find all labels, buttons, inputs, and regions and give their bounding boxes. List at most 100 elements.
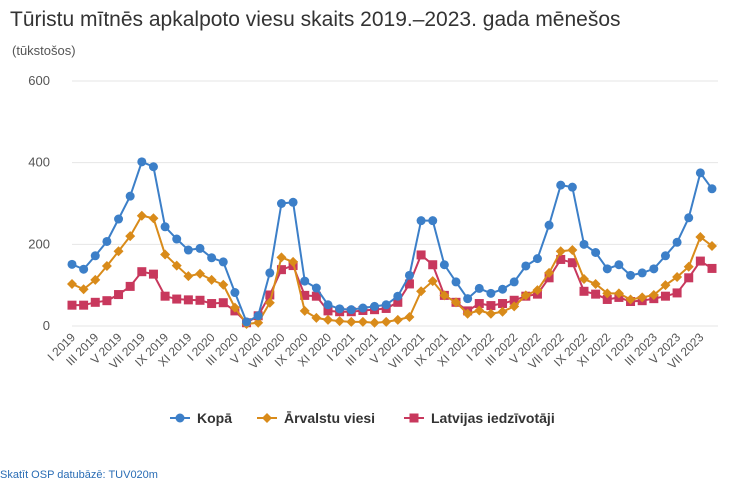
data-point[interactable] [90, 251, 100, 261]
data-point[interactable] [242, 317, 252, 327]
data-point[interactable] [78, 284, 89, 295]
data-point[interactable] [67, 300, 77, 310]
data-point[interactable] [660, 280, 671, 291]
data-point[interactable] [416, 286, 427, 297]
data-point[interactable] [206, 274, 217, 285]
data-point[interactable] [532, 285, 543, 296]
data-point[interactable] [683, 261, 694, 272]
data-point[interactable] [265, 290, 275, 300]
data-point[interactable] [323, 300, 333, 310]
data-point[interactable] [648, 289, 659, 300]
data-point[interactable] [346, 316, 357, 327]
data-point[interactable] [114, 290, 124, 300]
data-point[interactable] [649, 264, 659, 274]
data-point[interactable] [451, 277, 461, 287]
data-point[interactable] [590, 278, 601, 289]
data-point[interactable] [695, 256, 705, 266]
data-point[interactable] [79, 300, 89, 310]
data-point[interactable] [370, 301, 380, 311]
data-point[interactable] [463, 294, 473, 304]
data-point[interactable] [567, 182, 577, 192]
data-point[interactable] [404, 279, 414, 289]
data-point[interactable] [276, 199, 286, 208]
data-point[interactable] [253, 311, 263, 321]
data-point[interactable] [695, 231, 706, 242]
data-point[interactable] [637, 292, 648, 303]
data-point[interactable] [172, 294, 182, 304]
data-point[interactable] [381, 316, 392, 327]
data-point[interactable] [485, 308, 496, 319]
data-point[interactable] [509, 277, 519, 287]
data-point[interactable] [707, 184, 717, 194]
data-point[interactable] [532, 254, 542, 264]
data-point[interactable] [591, 289, 601, 299]
data-point[interactable] [474, 305, 485, 316]
data-point[interactable] [172, 234, 182, 244]
source-link[interactable]: Skatīt OSP datubāzē: TUV020m [0, 469, 158, 481]
data-point[interactable] [567, 258, 577, 268]
data-point[interactable] [218, 279, 229, 290]
data-point[interactable] [90, 274, 101, 285]
data-point[interactable] [509, 295, 519, 305]
data-point[interactable] [579, 239, 589, 249]
data-point[interactable] [346, 305, 356, 315]
data-point[interactable] [230, 288, 240, 298]
legend-item-kopa[interactable]: Kopā [170, 410, 232, 426]
data-point[interactable] [253, 317, 264, 328]
data-point[interactable] [358, 303, 368, 313]
data-point[interactable] [288, 197, 298, 207]
data-point[interactable] [102, 236, 112, 246]
data-point[interactable] [672, 288, 682, 298]
data-point[interactable] [672, 237, 682, 247]
data-point[interactable] [579, 286, 589, 296]
data-point[interactable] [404, 270, 414, 280]
data-point[interactable] [602, 288, 613, 299]
data-point[interactable] [498, 299, 508, 309]
data-point[interactable] [602, 294, 612, 304]
data-point[interactable] [393, 291, 403, 301]
data-point[interactable] [555, 246, 566, 257]
data-point[interactable] [684, 273, 694, 283]
data-point[interactable] [357, 316, 368, 327]
legend-item-arvalstu-viesi[interactable]: Ārvalstu viesi [257, 410, 375, 426]
data-point[interactable] [218, 257, 228, 267]
data-point[interactable] [67, 278, 77, 289]
data-point[interactable] [276, 265, 286, 275]
data-point[interactable] [660, 291, 670, 301]
data-point[interactable] [660, 251, 670, 261]
data-point[interactable] [428, 216, 438, 226]
data-point[interactable] [125, 231, 136, 242]
data-point[interactable] [474, 299, 484, 309]
data-point[interactable] [195, 268, 205, 279]
data-point[interactable] [486, 288, 496, 298]
data-point[interactable] [195, 295, 205, 305]
data-point[interactable] [323, 314, 333, 325]
data-point[interactable] [300, 276, 310, 286]
data-point[interactable] [684, 213, 694, 223]
data-point[interactable] [288, 256, 299, 267]
legend-marker[interactable] [262, 413, 272, 423]
data-point[interactable] [183, 295, 193, 305]
legend-item-latvijas-iedzivotaji[interactable]: Latvijas iedzīvotāji [404, 410, 555, 426]
data-point[interactable] [229, 302, 240, 313]
data-point[interactable] [381, 300, 391, 310]
data-point[interactable] [602, 264, 612, 274]
data-point[interactable] [90, 297, 100, 307]
data-point[interactable] [311, 283, 321, 293]
data-point[interactable] [416, 250, 426, 260]
data-point[interactable] [392, 314, 403, 325]
data-point[interactable] [509, 301, 520, 312]
data-point[interactable] [451, 297, 461, 308]
data-point[interactable] [160, 291, 170, 301]
data-point[interactable] [486, 301, 496, 311]
data-point[interactable] [544, 267, 555, 278]
data-point[interactable] [125, 191, 135, 201]
data-point[interactable] [428, 260, 438, 270]
data-point[interactable] [218, 298, 228, 308]
data-point[interactable] [520, 290, 531, 301]
data-point[interactable] [148, 269, 158, 279]
data-point[interactable] [613, 288, 624, 299]
data-point[interactable] [404, 312, 415, 323]
data-point[interactable] [393, 297, 403, 307]
data-point[interactable] [614, 260, 624, 270]
